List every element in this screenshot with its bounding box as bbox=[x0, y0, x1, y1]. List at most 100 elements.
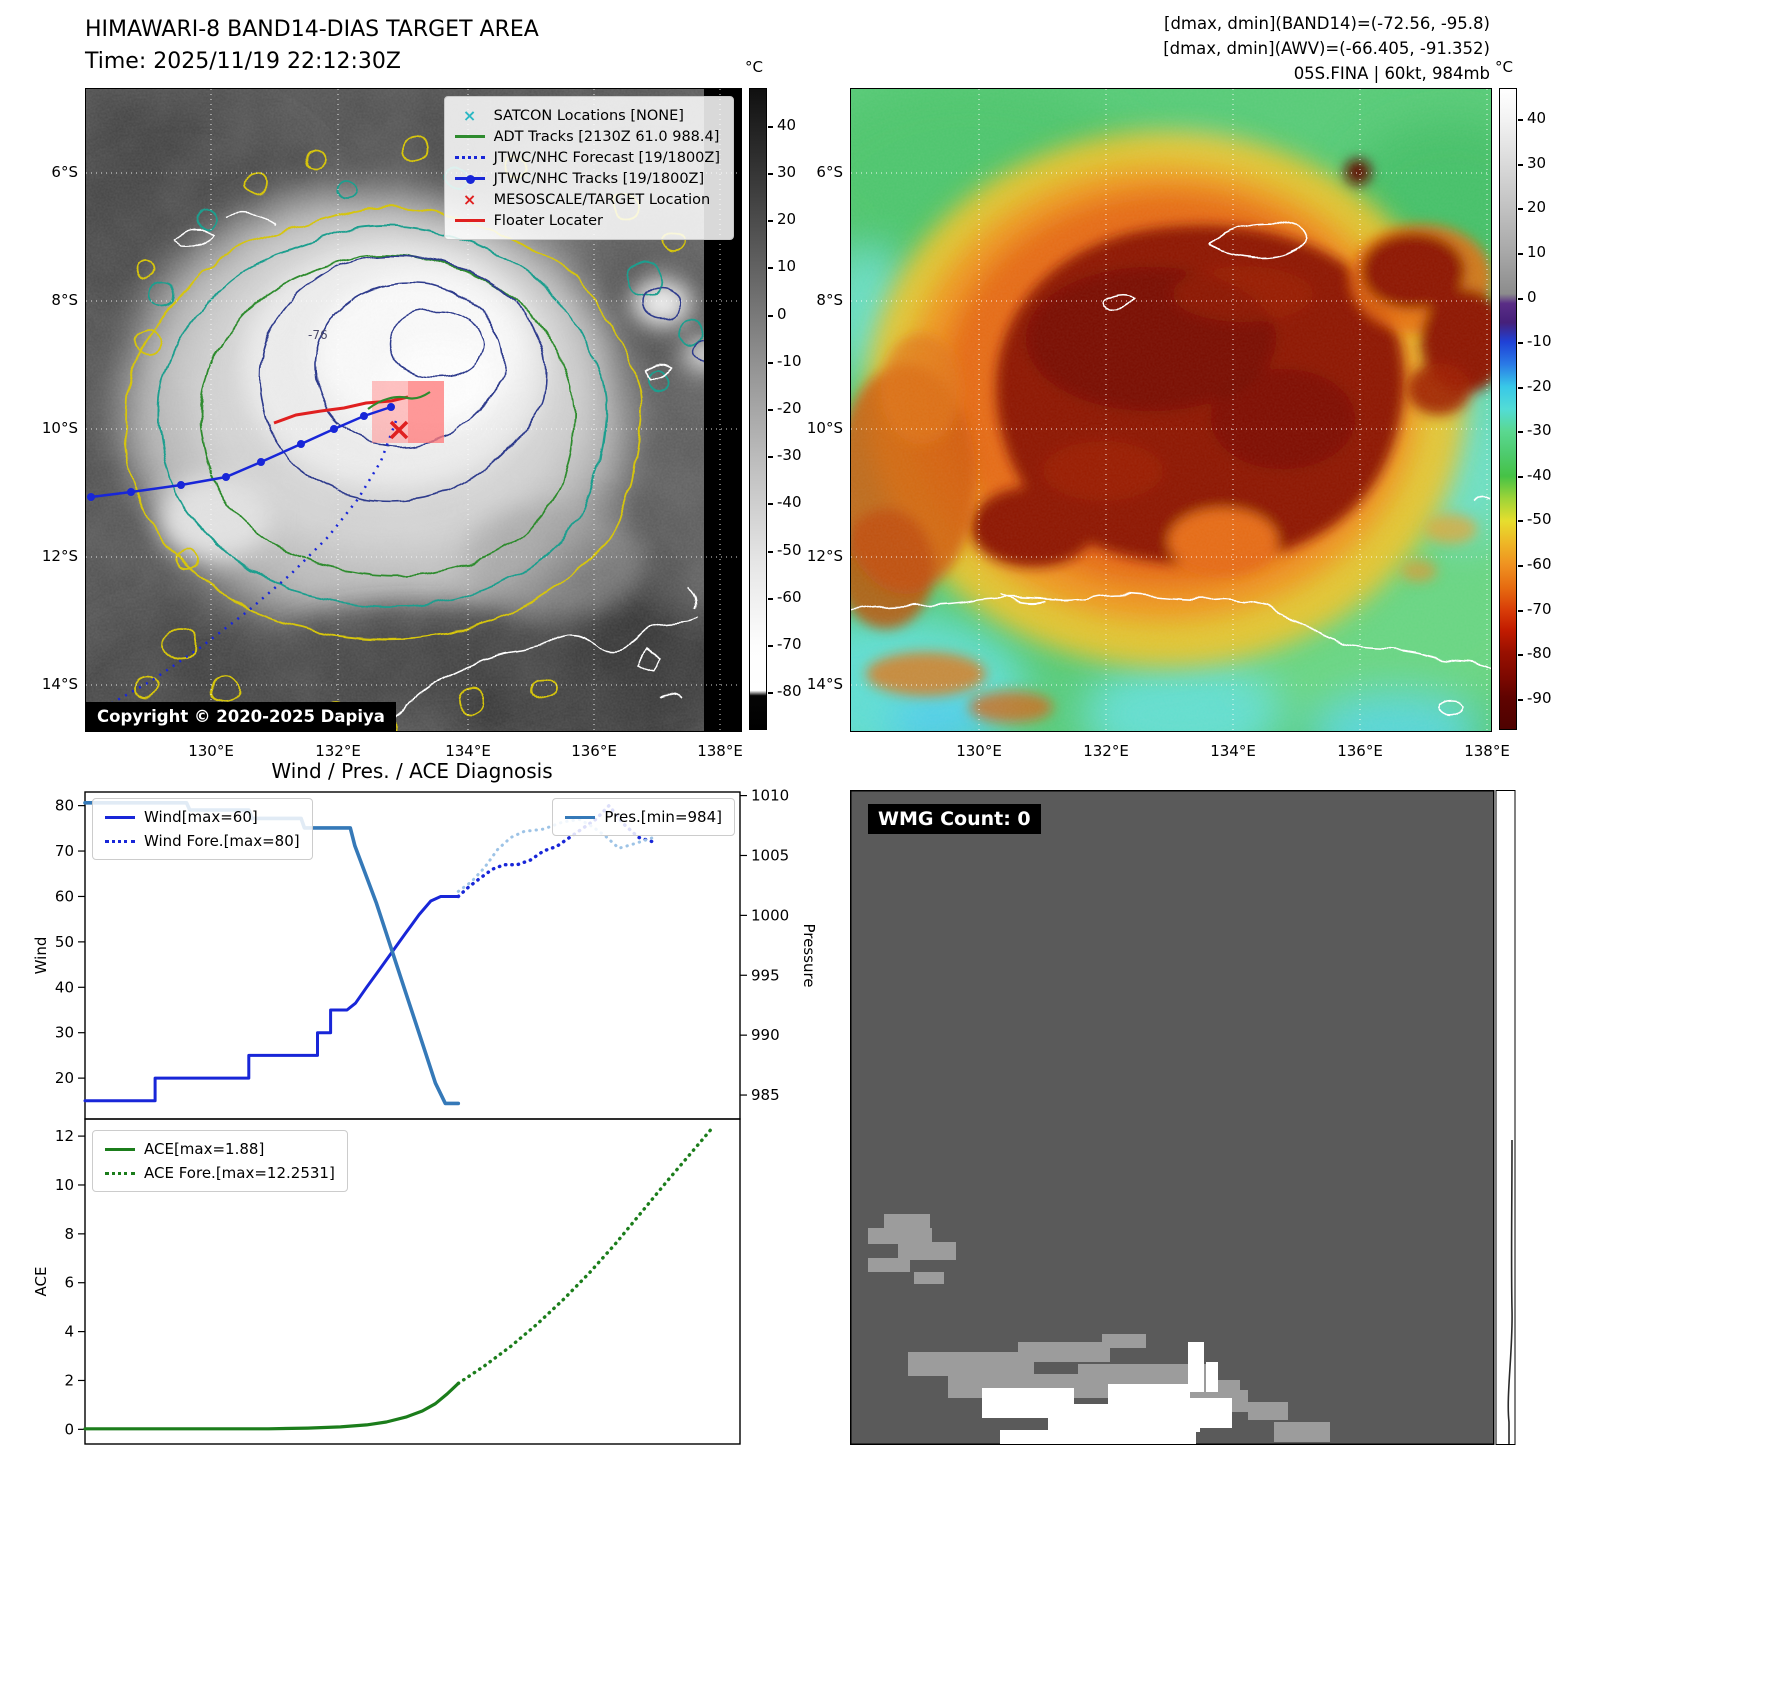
colorbar-tick-label: -80 bbox=[777, 682, 802, 701]
colorbar-tick-mark bbox=[1518, 698, 1523, 701]
lon-tick-label: 136°E bbox=[571, 742, 617, 760]
colorbar-tick-mark bbox=[768, 692, 773, 695]
colorbar-tick-mark bbox=[768, 220, 773, 223]
colorbar-tick-label: -30 bbox=[777, 446, 802, 465]
y-axis-label: Wind bbox=[32, 937, 50, 975]
series-ACE[max=1.88] bbox=[83, 1381, 460, 1431]
colorbar-tick-label: -70 bbox=[777, 635, 802, 654]
lat-tick-label: 8°S bbox=[816, 291, 843, 309]
line-swatch bbox=[454, 174, 485, 184]
colorbar-tick-label: -50 bbox=[1527, 510, 1552, 529]
line-swatch bbox=[105, 815, 135, 819]
colorbar-tick-label: -80 bbox=[1527, 644, 1552, 663]
lon-tick-label: 136°E bbox=[1337, 742, 1383, 760]
band14-title-block: HIMAWARI-8 BAND14-DIAS TARGET AREA Time:… bbox=[85, 14, 539, 78]
colorbar-tick-mark bbox=[1518, 386, 1523, 389]
awv-colorbar-unit: °C bbox=[1495, 58, 1513, 76]
coastlines bbox=[172, 212, 699, 731]
line-swatch bbox=[565, 815, 596, 819]
colorbar-tick-mark bbox=[768, 645, 773, 648]
band14-colorbar-gradient bbox=[749, 88, 767, 730]
legend-label: MESOSCALE/TARGET Location bbox=[493, 191, 711, 208]
y-tick-label: 40 bbox=[55, 978, 74, 996]
colorbar-tick-mark bbox=[768, 314, 773, 317]
legend-item: Wind Fore.[max=80] bbox=[105, 829, 300, 853]
line-swatch bbox=[454, 135, 485, 138]
legend-item: Wind[max=60] bbox=[105, 805, 300, 829]
colorbar-tick-mark bbox=[1518, 252, 1523, 255]
y-tick-label: 80 bbox=[55, 797, 74, 815]
legend-item: Pres.[min=984] bbox=[565, 805, 722, 829]
legend-label: SATCON Locations [NONE] bbox=[493, 107, 684, 124]
dotted-line-swatch bbox=[105, 839, 135, 843]
colorbar-tick-label: 10 bbox=[777, 257, 797, 276]
wmg-image bbox=[850, 790, 1516, 1445]
colorbar-tick-label: 10 bbox=[1527, 242, 1547, 261]
colorbar-tick-mark bbox=[1518, 297, 1523, 300]
lat-tick-label: 10°S bbox=[806, 419, 843, 437]
y-tick-label: 12 bbox=[55, 1127, 74, 1145]
legend-item: × SATCON Locations [NONE] bbox=[455, 105, 720, 126]
colorbar-tick-label: 0 bbox=[777, 304, 787, 323]
lon-tick-label: 130°E bbox=[956, 742, 1002, 760]
dot-marker-icon bbox=[465, 174, 475, 184]
y-tick-label: 70 bbox=[55, 842, 74, 860]
stats-header-line: [dmax, dmin](AWV)=(-66.405, -91.352) bbox=[1163, 38, 1490, 58]
legend-label: Wind Fore.[max=80] bbox=[144, 832, 300, 850]
colorbar-tick-label: -40 bbox=[1527, 465, 1552, 484]
mesoscale-x-icon bbox=[389, 420, 409, 440]
lon-tick-label: 134°E bbox=[1210, 742, 1256, 760]
y-tick-label: 4 bbox=[64, 1323, 74, 1341]
y2-tick-label: 990 bbox=[751, 1026, 780, 1044]
wmg-count-badge: WMG Count: 0 bbox=[868, 804, 1041, 834]
colorbar-tick-mark bbox=[768, 361, 773, 364]
legend-item: Floater Locater bbox=[454, 210, 720, 231]
legend-item: × MESOSCALE/TARGET Location bbox=[455, 189, 720, 210]
lon-tick-label: 134°E bbox=[445, 742, 491, 760]
colorbar-tick-label: 40 bbox=[1527, 109, 1547, 128]
x-marker-icon: × bbox=[462, 189, 477, 209]
x-marker-icon: × bbox=[462, 105, 477, 125]
colorbar-tick-label: -10 bbox=[777, 351, 802, 370]
dotted-line-swatch bbox=[454, 156, 485, 159]
colorbar-tick-label: 20 bbox=[777, 210, 797, 229]
wmg-histogram-line bbox=[1507, 1139, 1513, 1444]
lon-tick-label: 138°E bbox=[697, 742, 743, 760]
colorbar-tick-mark bbox=[768, 550, 773, 553]
band14-colorbar: 40 30 20 10 0 -10 -20 -30 -40 -50 -60 -70 -80 bbox=[749, 88, 802, 730]
wmg-colorbar-strip bbox=[1495, 790, 1516, 1445]
y-axis-label: ACE bbox=[32, 1267, 50, 1297]
legend-item: ACE[max=1.88] bbox=[105, 1137, 335, 1161]
colorbar-tick-label: -20 bbox=[777, 399, 802, 417]
wmg-panel: WMG Count: 0 bbox=[850, 790, 1516, 1445]
jtwc-track-line bbox=[87, 403, 395, 501]
colorbar-tick-mark bbox=[768, 597, 773, 600]
colorbar-tick-mark bbox=[1518, 654, 1523, 657]
diagnosis-section: Wind / Pres. / ACE Diagnosis 20 30 40 50 60 7… bbox=[30, 752, 830, 1456]
legend-label: JTWC/NHC Tracks [19/1800Z] bbox=[493, 170, 705, 187]
line-swatch bbox=[454, 219, 485, 222]
awv-coastlines bbox=[851, 221, 1491, 717]
legend-label: ADT Tracks [2130Z 61.0 988.4] bbox=[493, 128, 720, 145]
colorbar-tick-mark bbox=[768, 409, 773, 411]
mesoscale-target-box-inner bbox=[408, 381, 444, 443]
lat-tick-label: 6°S bbox=[51, 163, 78, 181]
colorbar-tick-label: -30 bbox=[1527, 421, 1552, 440]
legend-label: Wind[max=60] bbox=[144, 808, 258, 826]
y-tick-label: 2 bbox=[64, 1371, 74, 1389]
y-tick-label: 6 bbox=[64, 1274, 74, 1292]
colorbar-tick-mark bbox=[768, 172, 773, 175]
awv-colorbar: 40 30 20 10 0 -10 -20 -30 -40 -50 -60 -70 -80 -90 bbox=[1499, 88, 1552, 730]
y-tick-label: 0 bbox=[64, 1420, 74, 1438]
y2-axis-label: Pressure bbox=[800, 923, 818, 987]
colorbar-tick-label: -60 bbox=[777, 587, 802, 606]
colorbar-tick-mark bbox=[1518, 119, 1523, 122]
colorbar-tick-label: 20 bbox=[1527, 198, 1547, 217]
awv-colorbar-gradient bbox=[1499, 88, 1517, 730]
legend-item: ADT Tracks [2130Z 61.0 988.4] bbox=[454, 126, 720, 147]
colorbar-tick-label: -10 bbox=[1527, 332, 1552, 351]
colorbar-tick-label: -50 bbox=[777, 540, 802, 559]
y-tick-label: 30 bbox=[55, 1024, 74, 1042]
lat-tick-label: 14°S bbox=[41, 675, 78, 693]
